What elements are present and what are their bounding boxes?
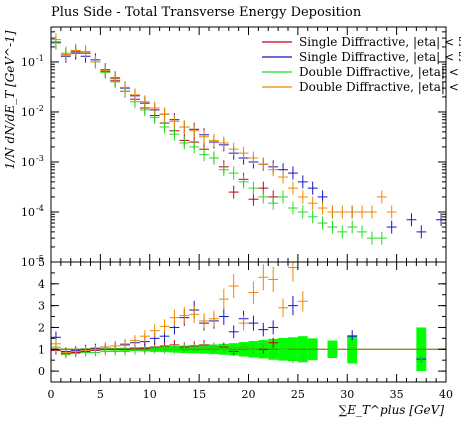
xtick-label-1: 0 — [48, 388, 55, 401]
legend-label-3: Double Diffractive, |eta| < 5 — [299, 65, 461, 79]
lower-ytick-label-4: 3 — [38, 300, 45, 313]
lower-ytick-label-2: 1 — [38, 343, 45, 356]
x-axis-label: ∑E_T^plus [GeV] — [339, 403, 445, 417]
legend-label-1: Single Diffractive, |eta| < 5 — [299, 35, 461, 49]
lower-frame — [50, 261, 447, 383]
xtick-label-4: 15 — [192, 388, 206, 401]
xtick-label-5: 20 — [242, 388, 256, 401]
lower-ytick-label-1: 0 — [38, 365, 45, 378]
xtick-label-7: 30 — [340, 388, 354, 401]
y-axis-label: 1/N dN/dE_T [GeV^-1] — [3, 30, 17, 169]
upper-ytick-exp-2: -2 — [36, 104, 44, 113]
upper-ytick-exp-5: -5 — [36, 254, 44, 263]
xtick-label-9: 40 — [439, 388, 453, 401]
lower-ytick-label-6: 5 — [38, 256, 45, 269]
lower-ytick-label-3: 2 — [38, 321, 45, 334]
upper-ytick-label-3: 10 — [21, 156, 35, 169]
legend-label-2: Single Diffractive, |eta| < 5 — [299, 50, 461, 64]
upper-ytick-exp-4: -4 — [36, 204, 44, 213]
series-4 — [51, 33, 397, 219]
xtick-label-3: 10 — [143, 388, 157, 401]
upper-ytick-label-4: 10 — [21, 206, 35, 219]
chart-title: Plus Side - Total Transverse Energy Depo… — [51, 5, 362, 20]
lower-ytick-label-5: 4 — [38, 278, 45, 291]
xtick-label-2: 5 — [97, 388, 104, 401]
ratio-series-4 — [51, 262, 308, 357]
upper-ytick-exp-1: -1 — [36, 54, 44, 63]
upper-ytick-label-2: 10 — [21, 106, 35, 119]
ratio-plot-area — [51, 262, 446, 372]
legend-label-4: Double Diffractive, |eta| < 5 — [299, 80, 461, 94]
xtick-label-8: 35 — [390, 388, 404, 401]
upper-ytick-label-1: 10 — [21, 56, 35, 69]
xtick-label-6: 25 — [291, 388, 305, 401]
upper-plot-area — [51, 33, 446, 245]
upper-ytick-label-5: 10 — [21, 256, 35, 269]
upper-ytick-exp-3: -3 — [36, 154, 44, 163]
